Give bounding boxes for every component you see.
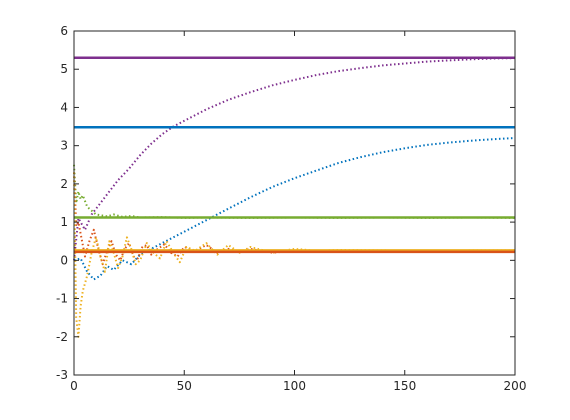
x-tick-label: 50 bbox=[177, 379, 192, 393]
y-tick-label: -3 bbox=[56, 368, 68, 382]
y-tick-label: 5 bbox=[60, 62, 68, 76]
y-tick-label: 1 bbox=[60, 215, 68, 229]
plot-area bbox=[74, 31, 515, 375]
x-tick-label: 200 bbox=[504, 379, 527, 393]
y-tick-label: 4 bbox=[60, 100, 68, 114]
y-tick-label: -1 bbox=[56, 292, 68, 306]
x-tick-label: 0 bbox=[70, 379, 78, 393]
y-tick-label: 0 bbox=[60, 253, 68, 267]
x-tick-label: 100 bbox=[283, 379, 306, 393]
y-tick-label: 6 bbox=[60, 24, 68, 38]
x-tick-label: 150 bbox=[393, 379, 416, 393]
y-tick-label: 2 bbox=[60, 177, 68, 191]
y-tick-label: -2 bbox=[56, 330, 68, 344]
y-tick-label: 3 bbox=[60, 139, 68, 153]
